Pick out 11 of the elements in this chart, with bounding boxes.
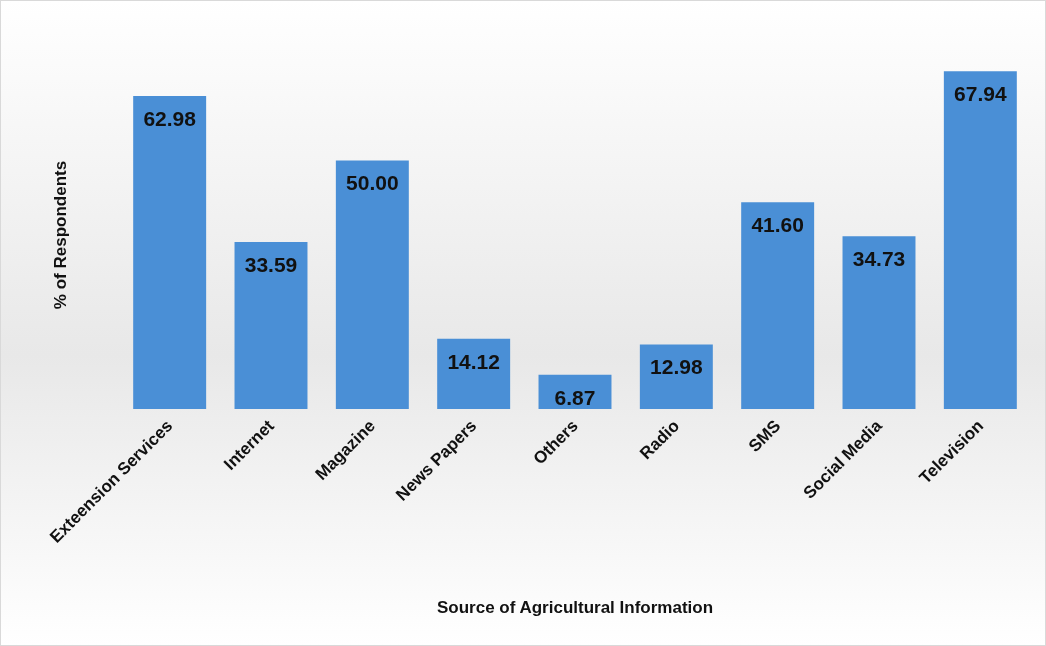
- x-axis-title: Source of Agricultural Information: [436, 598, 714, 617]
- y-axis-title: % of Respondents: [51, 160, 70, 310]
- data-label: 67.94: [954, 82, 1007, 106]
- data-label: 33.59: [244, 253, 298, 277]
- data-label: 41.60: [751, 213, 804, 237]
- data-label: 34.73: [852, 247, 906, 271]
- data-label: 12.98: [650, 355, 703, 379]
- data-label: 6.87: [554, 385, 596, 409]
- data-label: 14.12: [447, 349, 500, 373]
- data-label: 62.98: [143, 106, 197, 130]
- data-label: 50.00: [346, 171, 399, 195]
